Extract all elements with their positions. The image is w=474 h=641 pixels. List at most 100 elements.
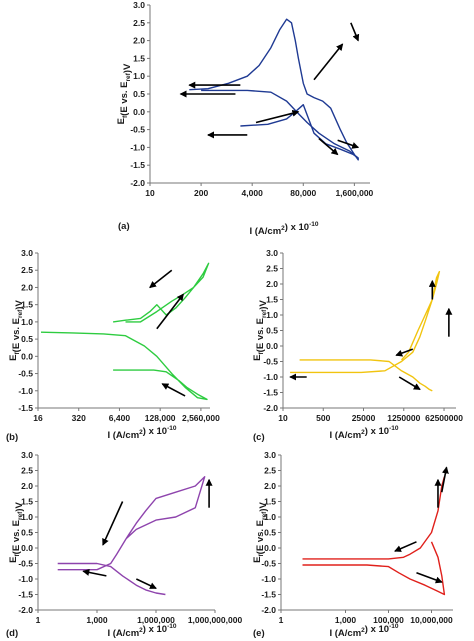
y-tick-label: 0.0 [21,543,33,553]
x-tick-label: 2,560,000 [182,413,220,423]
y-tick-label: 1.0 [264,512,276,522]
x-tick-label: 100,000 [373,615,404,625]
y-tick-label: -1.0 [18,574,33,584]
y-axis-label: Ef(E vs. Eref)V [116,63,133,124]
x-tick-label: 1,000 [86,615,108,625]
y-tick-label: -1.5 [263,388,278,398]
y-tick-label: -1.5 [18,590,33,600]
y-tick-label: 1.5 [21,300,33,310]
y-tick-label: 2.0 [266,279,278,289]
x-tick-label: 1,000,000,000 [188,615,243,625]
y-tick-label: 1.0 [266,310,278,320]
x-tick-label: 10,000,000 [410,615,453,625]
y-tick-label: 1.0 [21,317,33,327]
x-tick-label: 500 [316,413,330,423]
y-tick-label: -2.0 [130,178,145,188]
panel-label: (d) [6,628,18,639]
y-tick-label: 2.0 [21,282,33,292]
y-tick-label: 0.5 [133,89,145,99]
x-tick-label: 62500000 [425,413,463,423]
y-tick-label: 3.0 [264,450,276,460]
y-tick-label: 2.5 [266,264,278,274]
direction-arrow-7 [337,139,360,149]
panel-3: -2.0 -1.5 -1.0 -0.5 0.0 0.5 1.0 1.5 2.0 2.5 3.0 1 1,… [6,450,242,639]
y-axis-label: Ef(E vs. Eref)V [8,300,25,361]
x-tick-label: 320 [72,413,86,423]
x-tick-label: 1250000 [387,413,420,423]
series-line-1 [299,359,433,392]
y-tick-label: 0.0 [21,351,33,361]
y-tick-label: 1.0 [133,71,145,81]
x-axis-label: I (A/cm2) x 10-10 [107,623,176,639]
direction-arrow-1 [156,293,184,330]
y-tick-label: -0.5 [263,357,278,367]
y-axis-label: Ef(E vs. Eref)V [252,300,269,361]
x-axis-label: I (A/cm2) x 10-10 [249,221,318,237]
x-tick-label: 4,000 [242,188,264,198]
direction-arrow-2 [161,383,186,397]
y-tick-label: -1.0 [18,386,33,396]
y-tick-label: 0.5 [264,528,276,538]
y-tick-label: 0.0 [266,341,278,351]
x-tick-label: 1,600,000 [335,188,373,198]
y-tick-label: -0.5 [18,559,33,569]
x-axis-label: I (A/cm2) x 10-10 [107,425,176,441]
y-tick-label: -0.5 [261,559,276,569]
direction-arrow-2 [440,466,449,493]
series-line-1 [57,476,206,571]
y-tick-label: -1.0 [130,142,145,152]
y-tick-label: 0.5 [266,326,278,336]
direction-arrow-0 [394,541,417,552]
series-line-0 [189,18,359,161]
y-tick-label: 2.0 [133,36,145,46]
direction-arrow-1 [135,578,157,590]
x-tick-label: 1,000,000 [137,615,175,625]
y-tick-label: 2.0 [21,481,33,491]
direction-arrow-5 [350,22,360,42]
y-tick-label: 1.5 [266,295,278,305]
y-tick-label: -0.5 [130,125,145,135]
y-tick-label: 2.5 [21,265,33,275]
y-tick-label: 0.5 [21,528,33,538]
y-tick-label: -1.5 [261,590,276,600]
series-line-1 [113,262,210,323]
panel-label: (b) [6,432,18,443]
direction-arrow-3 [255,109,300,124]
x-tick-label: 200 [194,188,208,198]
series-line-0 [57,562,166,596]
direction-arrow-3 [398,376,421,391]
y-tick-label: 3.0 [21,248,33,258]
direction-arrow-6 [318,137,339,156]
y-tick-label: 0.0 [133,107,145,117]
panel-4: -2.0 -1.5 -1.0 -0.5 0.0 0.5 1.0 1.5 2.0 2.5 3.0 1 1,… [252,450,453,639]
direction-arrow-0 [149,269,173,289]
panel-label: (a) [118,221,130,232]
x-tick-label: 10 [278,413,288,423]
y-tick-label: 3.0 [21,450,33,460]
series-line-0 [290,270,441,374]
x-tick-label: 6,400 [109,413,131,423]
y-tick-label: -2.0 [261,605,276,615]
direction-arrow-0 [82,569,107,577]
direction-arrow-2 [102,501,124,546]
x-tick-label: 25000 [352,413,376,423]
panel-0: -2.0 -1.5 -1.0 -0.5 0.0 0.5 1.0 1.5 2.0 2.5 3.0 10 2… [116,0,374,237]
y-tick-label: 1.5 [133,53,145,63]
x-tick-label: 1 [279,615,284,625]
direction-arrow-3 [416,572,443,584]
y-tick-label: 2.5 [133,18,145,28]
y-tick-label: 0.0 [264,543,276,553]
x-tick-label: 1,000 [335,615,357,625]
panel-label: (c) [253,432,265,443]
x-axis-label: I (A/cm2) x 10-10 [329,425,398,441]
x-tick-label: 80,000 [290,188,316,198]
direction-arrow-2 [395,348,414,357]
direction-arrow-4 [313,43,344,81]
y-tick-label: 3.0 [266,248,278,258]
y-tick-label: 1.5 [264,497,276,507]
x-axis-label: I (A/cm2) x 10-10 [329,623,398,639]
y-tick-label: -1.0 [261,574,276,584]
y-tick-label: 1.5 [21,497,33,507]
y-axis-label: Ef(E vs. Eref)V [8,502,25,563]
